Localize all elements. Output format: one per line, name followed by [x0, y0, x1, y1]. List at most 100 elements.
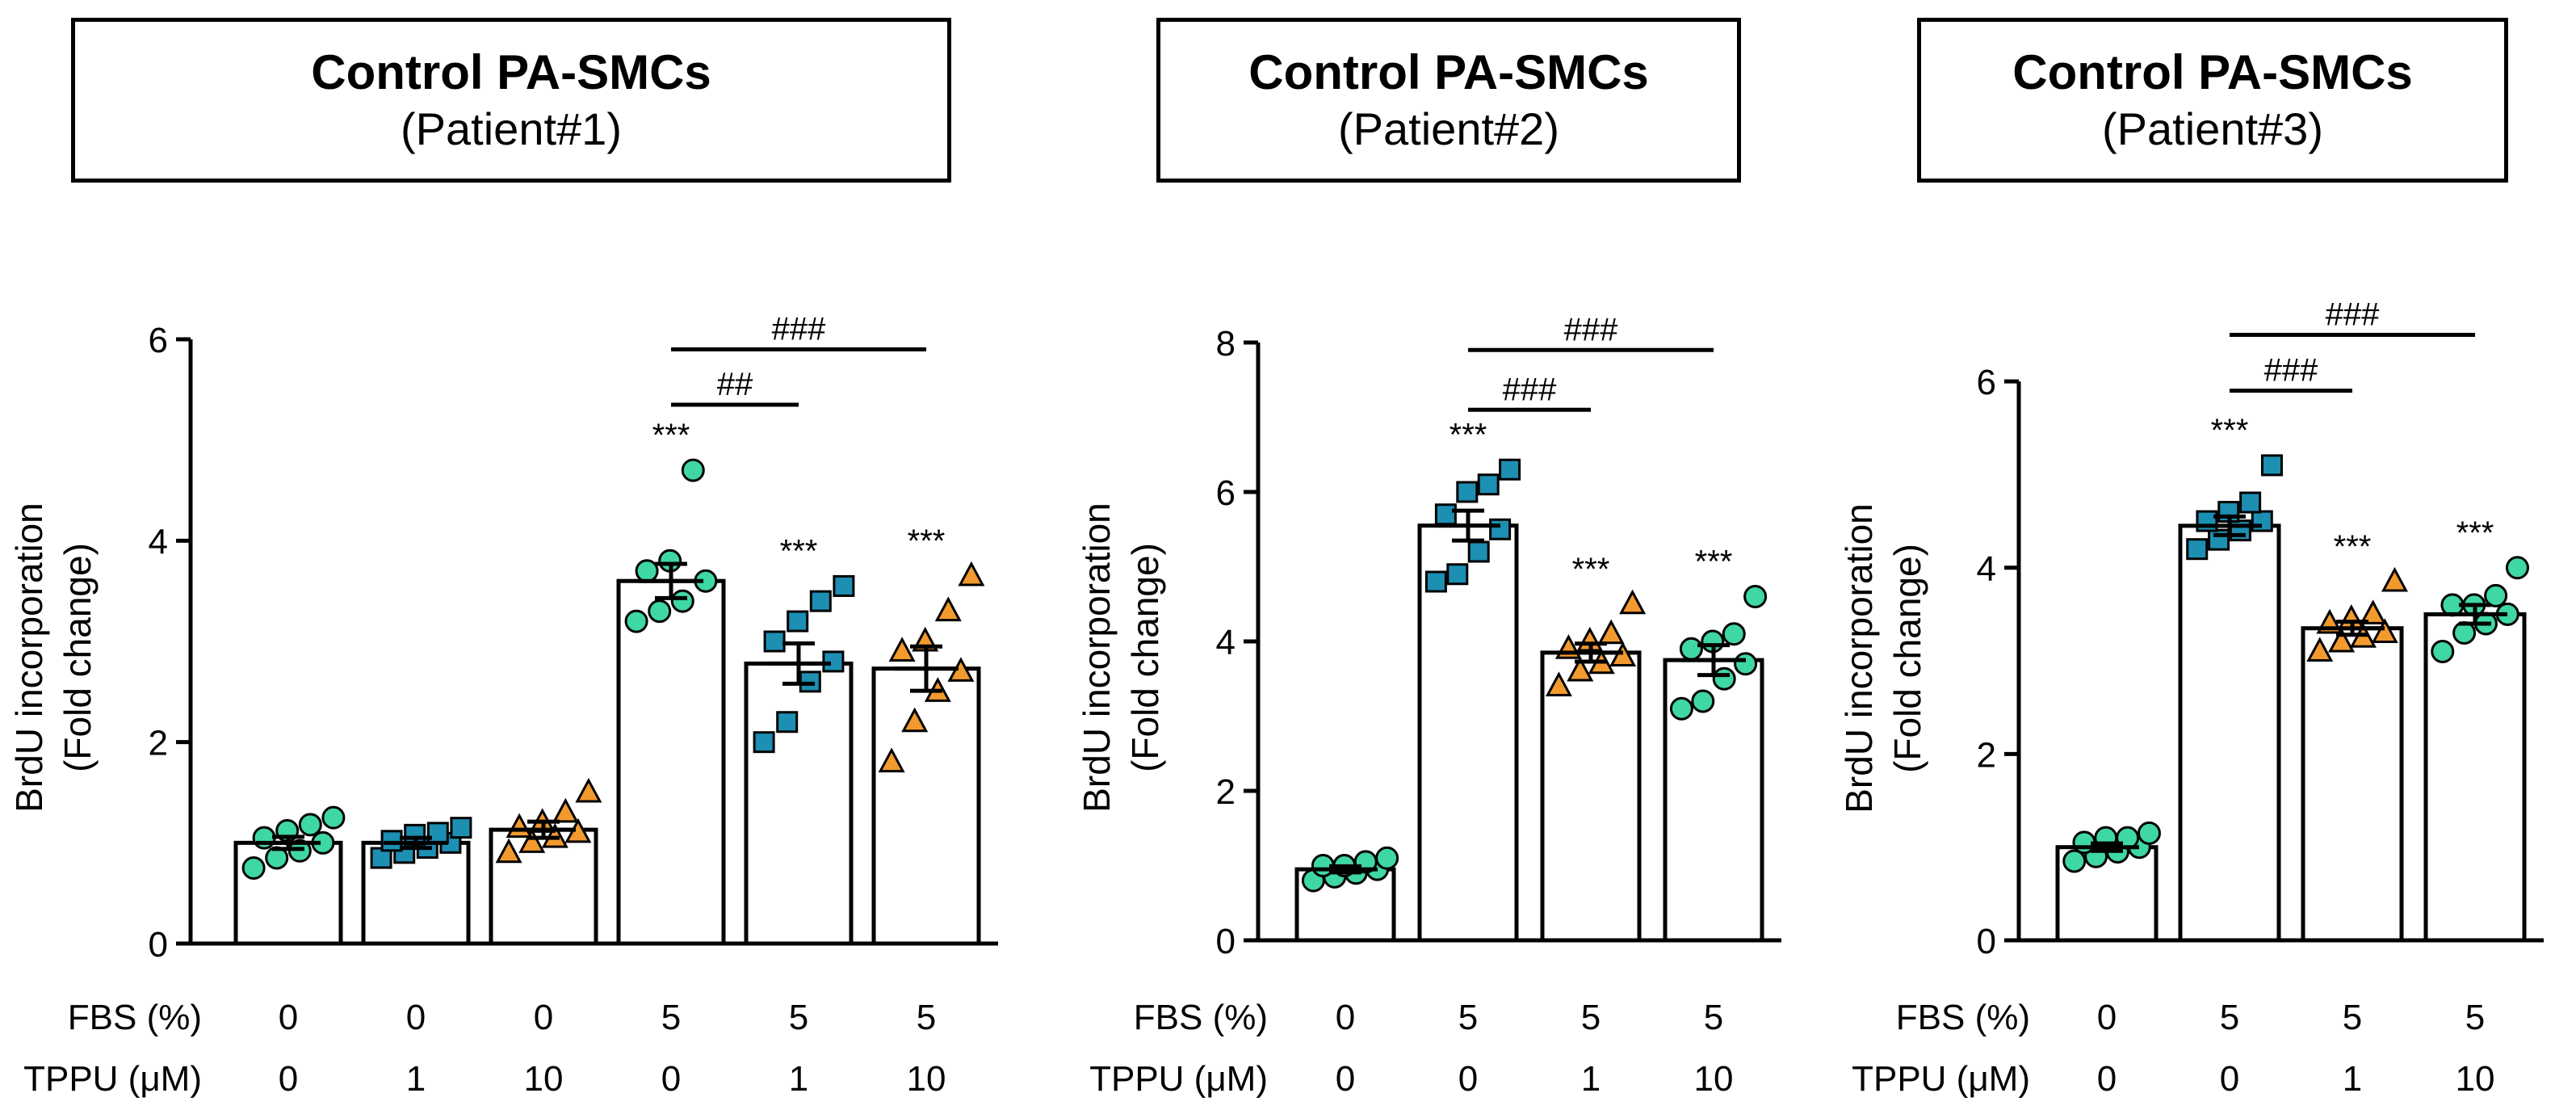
chart2-y-tick-label-2: 4 [1216, 623, 1236, 662]
chart3-point-2-0 [2306, 637, 2334, 662]
chart1-row-label-fbs: FBS (%) [68, 998, 202, 1037]
chart2-point-1-5 [1456, 481, 1479, 503]
chart1-y-label-2: (Fold change) [57, 543, 99, 772]
panel-3-title-box: Control PA-SMCs (Patient#3) [1917, 18, 2508, 183]
panel-1-subtitle: (Patient#1) [401, 103, 622, 154]
chart1-point-3-2 [670, 589, 694, 613]
chart1-fbs-label-3: 5 [661, 998, 681, 1037]
chart1-fbs-label-5: 5 [917, 998, 936, 1037]
chart3-fbs-label-1: 5 [2220, 998, 2239, 1037]
chart1-fbs-label-1: 0 [406, 998, 426, 1037]
chart2-point-2-7 [1619, 589, 1647, 615]
chart2-fbs-label-0: 0 [1336, 998, 1355, 1037]
chart2-tppu-label-0: 0 [1336, 1059, 1355, 1099]
chart2-point-2-1 [1567, 656, 1594, 682]
chart2-row-label-fbs: FBS (%) [1134, 998, 1268, 1037]
chart3-point-3-0 [2431, 640, 2455, 664]
chart1-point-3-6 [681, 458, 705, 482]
chart2-y-tick-label-0: 0 [1216, 922, 1236, 961]
chart2-point-1-3 [1489, 518, 1512, 540]
panel-2-title: Control PA-SMCs [1248, 45, 1649, 99]
chart1-y-tick-label-1: 2 [149, 724, 168, 763]
chart1-point-2-1 [518, 828, 546, 853]
chart1-row-label-tppu: TPPU (μM) [23, 1059, 202, 1099]
chart2-point-1-4 [1434, 503, 1457, 526]
chart3-bar-1 [2178, 523, 2281, 943]
chart2-sig-2: *** [1572, 552, 1610, 587]
chart1-point-2-7 [575, 777, 602, 803]
chart3-bar-2 [2301, 626, 2404, 943]
chart3-fbs-label-2: 5 [2343, 998, 2362, 1037]
chart2-point-1-6 [1477, 473, 1500, 496]
chart1-y-tick-label-2: 4 [149, 522, 168, 561]
chart2-point-3-7 [1743, 585, 1768, 608]
chart2-point-2-6 [1597, 619, 1625, 645]
panel-3-subtitle: (Patient#3) [2102, 103, 2323, 154]
chart2-y-tick-label-4: 8 [1216, 324, 1236, 364]
panel-3-title: Control PA-SMCs [2012, 45, 2413, 99]
chart3-sig-3: *** [2456, 515, 2494, 551]
chart2-row-label-tppu: TPPU (μM) [1089, 1059, 1268, 1099]
chart1-fbs-label-4: 5 [789, 998, 808, 1037]
chart2-point-3-1 [1691, 689, 1715, 713]
chart1-bracket-label-0: ## [717, 367, 753, 402]
chart2-sig-1: *** [1450, 417, 1487, 452]
chart1-point-4-4 [763, 630, 786, 653]
chart2-point-1-0 [1424, 570, 1447, 593]
chart3-tppu-label-1: 0 [2220, 1059, 2239, 1099]
chart3-row-label-fbs: FBS (%) [1896, 998, 2030, 1037]
chart3-point-1-7 [2260, 454, 2283, 477]
chart1-point-4-7 [833, 574, 855, 597]
chart3-bar-3 [2423, 612, 2527, 943]
chart1-point-3-1 [648, 599, 672, 624]
chart2-bracket-label-1: ### [1564, 312, 1618, 347]
chart1-fbs-label-2: 0 [534, 998, 553, 1037]
chart1-tppu-label-1: 1 [406, 1059, 426, 1099]
chart2-tppu-label-3: 10 [1694, 1059, 1734, 1099]
chart3-point-1-4 [2196, 510, 2218, 532]
chart1-point-5-1 [901, 707, 929, 733]
chart2-point-3-6 [1722, 622, 1746, 646]
chart2-bar-2 [1540, 650, 1642, 943]
chart3-point-2-6 [2360, 599, 2387, 624]
chart2-tppu-label-1: 0 [1458, 1059, 1478, 1099]
chart3-point-3-7 [2505, 556, 2529, 580]
chart1-point-0-0 [241, 856, 266, 880]
chart2-point-3-0 [1669, 696, 1693, 721]
chart3-tppu-label-0: 0 [2097, 1059, 2117, 1099]
chart3-fbs-label-0: 0 [2097, 998, 2117, 1037]
chart1-point-4-0 [753, 731, 775, 754]
chart2-y-tick-label-3: 6 [1216, 473, 1236, 513]
chart3-y-label: BrdU incorporation [1838, 503, 1880, 813]
chart3-sig-2: *** [2334, 529, 2372, 565]
chart3-fbs-label-3: 5 [2465, 998, 2485, 1037]
chart1-bar-3 [616, 578, 726, 946]
chart3-row-label-tppu: TPPU (μM) [1852, 1059, 2030, 1099]
panel-1-title: Control PA-SMCs [311, 45, 711, 99]
chart1-fbs-label-0: 0 [279, 998, 298, 1037]
chart3-bracket-label-0: ### [2264, 353, 2318, 389]
chart1-point-0-6 [298, 813, 322, 837]
chart2-point-2-3 [1609, 641, 1637, 666]
chart2-point-1-2 [1467, 540, 1490, 563]
chart1-point-0-4 [252, 826, 276, 850]
chart1-sig-4: *** [780, 533, 818, 569]
chart1-point-3-4 [635, 559, 659, 583]
chart1-tppu-label-2: 10 [524, 1059, 564, 1099]
chart2-point-3-3 [1734, 652, 1758, 676]
chart1-point-5-7 [958, 561, 985, 586]
chart3-point-0-7 [2137, 821, 2161, 845]
chart3-y-tick-label-3: 6 [1977, 363, 1996, 402]
chart1-point-2-4 [506, 813, 533, 839]
chart3-tppu-label-3: 10 [2456, 1059, 2495, 1099]
chart3-point-1-1 [2208, 528, 2230, 551]
chart2-bar-1 [1417, 523, 1519, 943]
chart2-point-3-2 [1712, 666, 1736, 691]
chart2-y-label: BrdU incorporation [1076, 502, 1118, 813]
chart1-tppu-label-0: 0 [279, 1059, 298, 1099]
chart3-point-1-0 [2186, 538, 2209, 561]
chart1-point-3-0 [624, 609, 648, 633]
chart3-y-tick-label-1: 2 [1977, 735, 1996, 775]
chart3-point-2-3 [2371, 618, 2398, 643]
chart3-point-2-7 [2381, 566, 2408, 592]
